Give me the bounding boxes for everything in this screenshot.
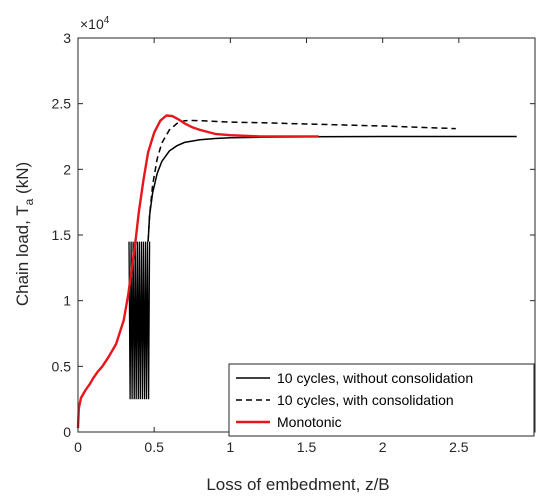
legend-label-monotonic: Monotonic	[277, 414, 342, 430]
y-exponent-power: 4	[104, 15, 110, 26]
x-tick-label: 0.5	[144, 439, 164, 455]
y-tick-label: 0	[63, 424, 71, 440]
y-tick-label: 1	[63, 293, 71, 309]
x-tick-label: 1	[226, 439, 234, 455]
y-axis-label: Chain load, Ta (kN)	[13, 162, 36, 306]
x-tick-label: 1.5	[297, 439, 317, 455]
legend: 10 cycles, without consolidation 10 cycl…	[228, 363, 535, 437]
y-exponent-base: ×10	[80, 16, 104, 32]
y-tick-label: 2.5	[52, 96, 72, 112]
x-tick-label: 2	[379, 439, 387, 455]
y-axis-label-subscript: a	[22, 198, 36, 205]
y-axis-label-unit: (kN)	[13, 162, 32, 199]
legend-label-with-consolidation: 10 cycles, with consolidation	[277, 392, 454, 408]
x-axis-label: Loss of embedment, z/B	[206, 475, 389, 494]
series-without-consolidation-cycles	[128, 241, 151, 400]
legend-box	[228, 363, 535, 437]
y-axis-label-main: Chain load, T	[13, 205, 32, 306]
plot-area	[76, 114, 517, 429]
x-tick-label: 0	[74, 439, 82, 455]
y-tick-label: 2	[63, 161, 71, 177]
y-tick-label: 0.5	[52, 358, 72, 374]
series-monotonic	[76, 114, 319, 429]
y-tick-label: 1.5	[52, 227, 72, 243]
series-with-consolidation	[147, 119, 456, 242]
x-tick-label: 2.5	[449, 439, 469, 455]
series-without-consolidation	[147, 135, 517, 242]
y-tick-label: 3	[63, 30, 71, 46]
y-exponent-label: ×104	[80, 15, 110, 32]
legend-label-without-consolidation: 10 cycles, without consolidation	[277, 370, 473, 386]
